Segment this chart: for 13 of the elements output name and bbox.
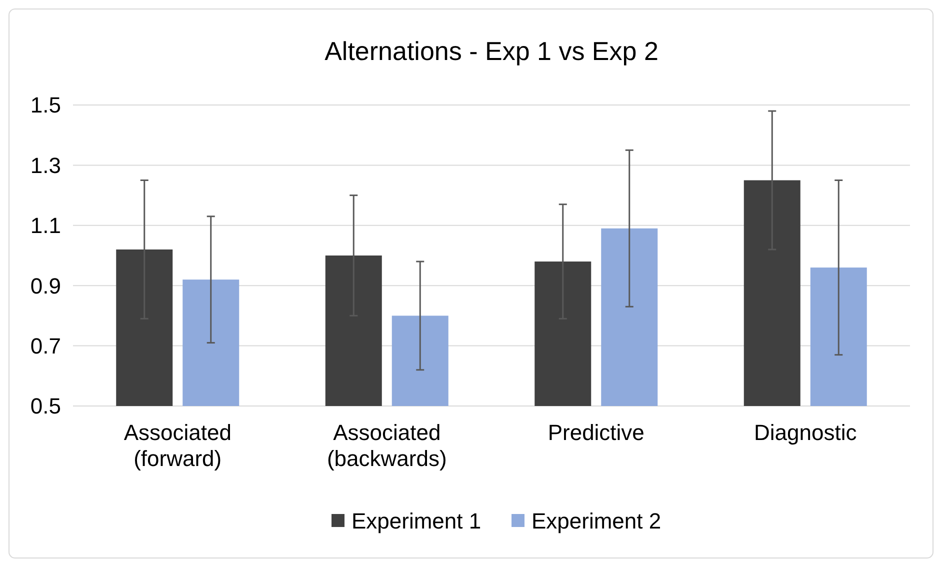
chart-title: Alternations - Exp 1 vs Exp 2 [324,36,658,66]
y-tick-label: 0.7 [30,334,61,358]
y-tick-label: 1.5 [30,92,61,118]
x-tick-label: Associated (backwards) [326,420,447,471]
x-tick-label: Associated (forward) [124,420,232,471]
y-tick-label: 0.5 [30,394,61,419]
legend-label: Experiment 1 [352,508,482,534]
x-tick-label: Diagnostic [754,420,857,445]
y-tick-label: 1.1 [30,213,61,238]
y-tick-label: 0.9 [30,273,61,298]
y-tick-label: 1.3 [30,152,61,178]
x-tick-label: Predictive [548,420,644,445]
legend-label: Experiment 2 [532,508,662,534]
